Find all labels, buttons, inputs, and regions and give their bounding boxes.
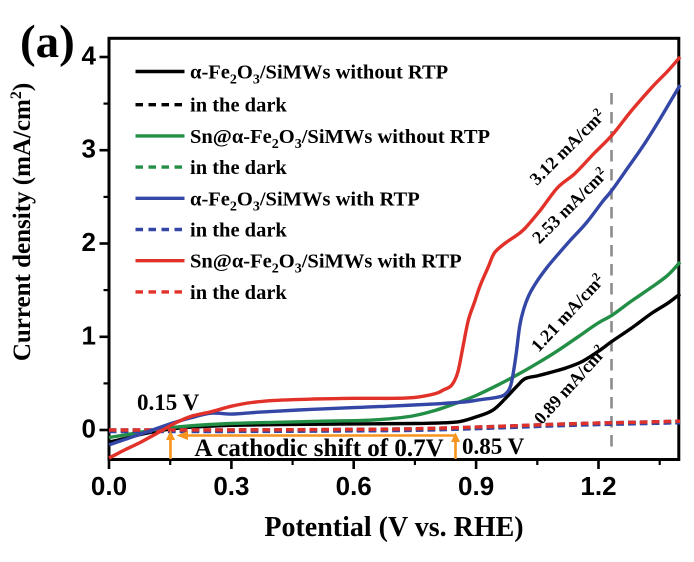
svg-text:2: 2 bbox=[82, 227, 96, 257]
svg-text:0.3: 0.3 bbox=[213, 471, 249, 501]
svg-text:in the dark: in the dark bbox=[190, 282, 287, 304]
svg-text:α-Fe2O3/SiMWs with RTP: α-Fe2O3/SiMWs with RTP bbox=[190, 188, 420, 214]
svg-text:0.85 V: 0.85 V bbox=[462, 434, 525, 459]
svg-text:in the dark: in the dark bbox=[190, 95, 287, 117]
svg-text:1: 1 bbox=[82, 320, 96, 350]
svg-text:Sn@α-Fe2O3/SiMWs without RTP: Sn@α-Fe2O3/SiMWs without RTP bbox=[190, 126, 490, 152]
svg-text:Current density (mA/cm2): Current density (mA/cm2) bbox=[8, 83, 36, 361]
svg-text:0: 0 bbox=[82, 414, 96, 444]
svg-text:3: 3 bbox=[82, 134, 96, 164]
svg-text:A cathodic shift of 0.7V: A cathodic shift of 0.7V bbox=[194, 435, 443, 462]
svg-text:1.2: 1.2 bbox=[580, 471, 616, 501]
svg-text:Sn@α-Fe2O3/SiMWs with RTP: Sn@α-Fe2O3/SiMWs with RTP bbox=[190, 251, 462, 277]
svg-text:0.9: 0.9 bbox=[458, 471, 494, 501]
svg-text:0.6: 0.6 bbox=[336, 471, 372, 501]
svg-text:α-Fe2O3/SiMWs without RTP: α-Fe2O3/SiMWs without RTP bbox=[190, 62, 448, 88]
svg-text:0.15 V: 0.15 V bbox=[137, 390, 200, 415]
svg-text:in the dark: in the dark bbox=[190, 157, 287, 179]
svg-text:Potential (V vs. RHE): Potential (V vs. RHE) bbox=[264, 512, 523, 543]
svg-text:0.0: 0.0 bbox=[91, 471, 127, 501]
svg-text:(a): (a) bbox=[20, 16, 75, 68]
svg-text:in the dark: in the dark bbox=[190, 220, 287, 242]
svg-text:4: 4 bbox=[82, 41, 97, 71]
